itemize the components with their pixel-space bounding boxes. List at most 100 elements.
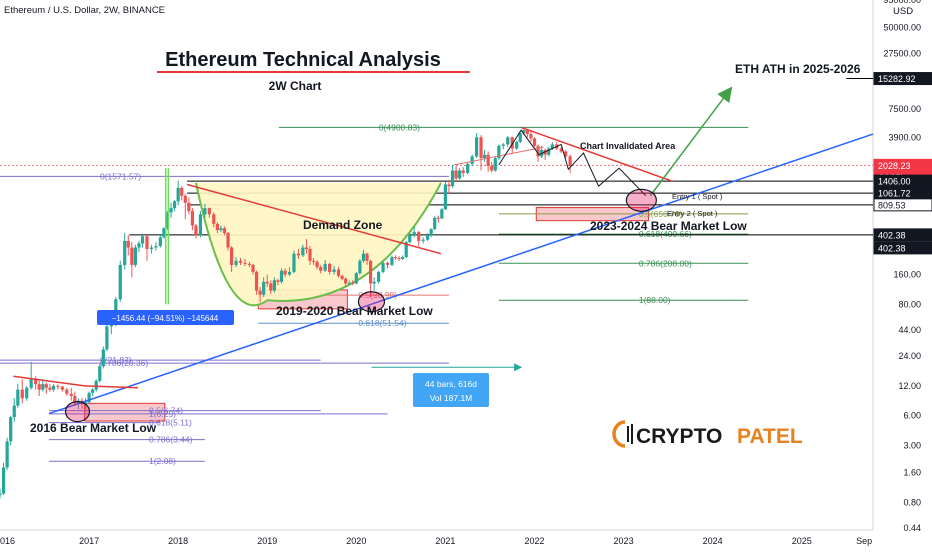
resistance-trendline[interactable]	[186, 183, 442, 255]
candle-body[interactable]	[515, 141, 519, 149]
candle-body[interactable]	[279, 270, 284, 282]
candle-body[interactable]	[315, 261, 319, 268]
candle-body[interactable]	[60, 386, 64, 390]
candle-body[interactable]	[123, 240, 127, 265]
candle-body[interactable]	[304, 247, 309, 249]
candle-body[interactable]	[529, 134, 533, 139]
candle-body[interactable]	[137, 243, 141, 248]
candle-body[interactable]	[34, 379, 38, 385]
price-tag[interactable]	[873, 241, 932, 255]
candle-body[interactable]	[536, 145, 540, 157]
candle-body[interactable]	[48, 387, 52, 390]
candle-body[interactable]	[361, 253, 366, 261]
price-tag[interactable]	[873, 72, 932, 86]
candle-body[interactable]	[12, 405, 16, 418]
candle-body[interactable]	[44, 384, 48, 388]
candle-body[interactable]	[490, 165, 494, 171]
candle-body[interactable]	[215, 223, 219, 231]
candle-body[interactable]	[258, 290, 262, 295]
candle-body[interactable]	[180, 187, 184, 196]
candle-body[interactable]	[454, 170, 458, 179]
price-axis[interactable]	[873, 0, 932, 530]
candle-body[interactable]	[493, 158, 497, 171]
candle-body[interactable]	[219, 228, 223, 231]
bear-market-low-marker[interactable]	[625, 188, 657, 212]
candle-body[interactable]	[340, 275, 344, 279]
candle-body[interactable]	[328, 263, 332, 272]
candle-body[interactable]	[450, 170, 455, 187]
candle-body[interactable]	[29, 379, 33, 388]
candle-body[interactable]	[187, 202, 191, 212]
candle-body[interactable]	[149, 247, 154, 249]
candle-body[interactable]	[401, 257, 405, 259]
candle-body[interactable]	[390, 257, 394, 265]
candle-body[interactable]	[525, 130, 529, 135]
candle-body[interactable]	[497, 145, 501, 159]
candle-body[interactable]	[109, 324, 113, 327]
candle-body[interactable]	[234, 260, 238, 265]
candle-body[interactable]	[145, 236, 149, 249]
candle-body[interactable]	[443, 184, 448, 210]
candle-body[interactable]	[301, 247, 305, 256]
candle-body[interactable]	[474, 137, 479, 157]
candle-body[interactable]	[486, 154, 490, 166]
candle-body[interactable]	[272, 280, 276, 291]
candle-body[interactable]	[126, 240, 130, 248]
candle-body[interactable]	[105, 326, 109, 350]
candle-body[interactable]	[336, 269, 341, 276]
candle-body[interactable]	[385, 262, 390, 265]
candle-body[interactable]	[354, 273, 358, 284]
candle-body[interactable]	[332, 269, 336, 272]
candle-body[interactable]	[169, 208, 173, 213]
candle-body[interactable]	[243, 262, 247, 264]
candle-body[interactable]	[73, 395, 77, 404]
candle-body[interactable]	[25, 387, 29, 399]
candle-body[interactable]	[308, 248, 312, 261]
candle-body[interactable]	[461, 170, 465, 173]
candle-body[interactable]	[183, 195, 187, 203]
ath-projection-arrow[interactable]	[649, 86, 733, 197]
resistance-trendline[interactable]	[84, 385, 139, 389]
candle-body[interactable]	[165, 212, 170, 229]
candle-body[interactable]	[510, 137, 514, 149]
candle-body[interactable]	[466, 163, 470, 173]
candle-body[interactable]	[365, 253, 369, 261]
candle-body[interactable]	[393, 257, 398, 259]
candle-body[interactable]	[368, 260, 373, 284]
candle-body[interactable]	[91, 389, 95, 393]
candle-body[interactable]	[287, 271, 292, 275]
candle-body[interactable]	[98, 366, 102, 381]
candle-body[interactable]	[16, 389, 20, 406]
candle-body[interactable]	[37, 384, 41, 390]
candle-body[interactable]	[397, 258, 401, 260]
candle-body[interactable]	[5, 441, 9, 468]
price-tag[interactable]	[873, 228, 932, 242]
candle-body[interactable]	[1, 467, 6, 494]
time-axis[interactable]	[0, 530, 932, 550]
candle-body[interactable]	[351, 282, 355, 284]
candle-body[interactable]	[230, 247, 234, 265]
candle-body[interactable]	[296, 253, 301, 256]
candle-body[interactable]	[65, 389, 69, 394]
candle-body[interactable]	[269, 283, 273, 291]
target-zone-box[interactable]	[84, 402, 166, 422]
candle-body[interactable]	[429, 229, 433, 236]
candle-body[interactable]	[421, 239, 425, 241]
candle-body[interactable]	[69, 393, 73, 396]
candle-body[interactable]	[130, 247, 134, 265]
candle-body[interactable]	[162, 228, 166, 238]
candle-body[interactable]	[51, 385, 56, 390]
candle-body[interactable]	[344, 278, 348, 284]
candle-body[interactable]	[226, 233, 230, 248]
candle-body[interactable]	[479, 137, 483, 159]
candle-body[interactable]	[254, 271, 259, 291]
candle-body[interactable]	[9, 417, 13, 442]
candle-body[interactable]	[522, 130, 526, 134]
candle-body[interactable]	[87, 392, 91, 403]
candle-body[interactable]	[222, 228, 227, 234]
candle-body[interactable]	[311, 260, 316, 262]
candle-body[interactable]	[440, 209, 444, 219]
candle-body[interactable]	[518, 133, 522, 142]
candle-body[interactable]	[190, 211, 195, 226]
candle-body[interactable]	[559, 148, 563, 152]
